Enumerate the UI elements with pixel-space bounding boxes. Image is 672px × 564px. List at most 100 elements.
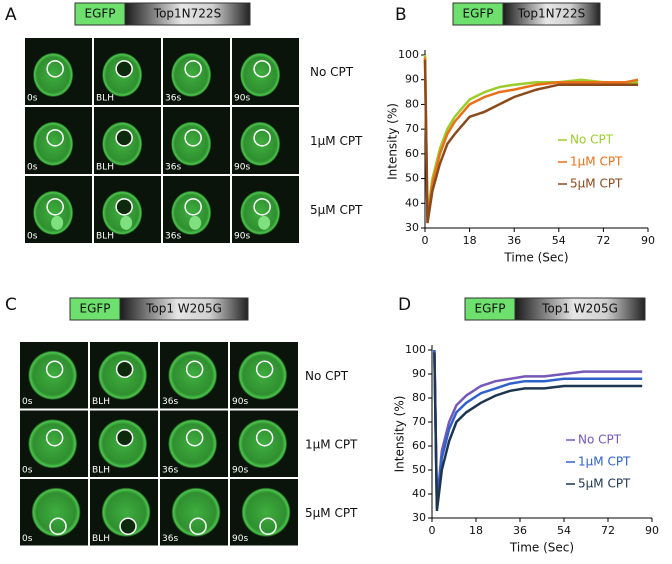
time-label: BLH	[96, 94, 114, 104]
construct-label: Top1 W205G	[541, 302, 618, 316]
bleach-circle	[115, 129, 133, 147]
time-label: BLH	[96, 163, 114, 173]
y-tick-label: 60	[412, 439, 426, 452]
bleach-circle	[185, 429, 204, 447]
nucleus	[171, 121, 212, 166]
time-label: BLH	[92, 534, 110, 544]
x-tick-label: 54	[557, 524, 571, 537]
series-line	[433, 349, 643, 507]
bleach-circle	[189, 517, 207, 535]
x-tick-label: 0	[422, 234, 429, 247]
construct-box	[514, 297, 646, 321]
nucleus	[33, 52, 74, 97]
x-tick-label: 36	[507, 234, 521, 247]
time-label: 0s	[22, 397, 33, 407]
time-label: 90s	[234, 163, 250, 173]
bleach-circle	[45, 360, 64, 378]
series-line	[433, 349, 643, 504]
y-tick-label: 90	[412, 367, 426, 380]
tag-label: EGFP	[462, 7, 493, 21]
bleach-circle	[49, 517, 67, 535]
y-tick-label: 70	[412, 415, 426, 428]
bleach-circle	[255, 429, 274, 447]
y-tick-label: 100	[398, 48, 419, 61]
legend-label: 1μM CPT	[570, 155, 623, 169]
y-tick-label: 60	[405, 147, 419, 160]
bleach-circle	[185, 360, 204, 378]
x-tick-label: 18	[463, 234, 477, 247]
bleach-circle	[115, 429, 134, 447]
row-label: No CPT	[310, 65, 354, 79]
bleach-circle	[46, 129, 64, 147]
construct-box	[119, 297, 249, 321]
row-label: 1μM CPT	[305, 437, 358, 451]
bleach-circle	[45, 429, 64, 447]
tag-label: EGFP	[79, 302, 110, 316]
x-tick-label: 90	[641, 234, 655, 247]
y-axis-label: Intensity (%)	[393, 396, 407, 473]
nucleus	[240, 121, 281, 166]
legend-label: 1μM CPT	[578, 455, 631, 469]
time-label: 36s	[165, 163, 181, 173]
x-tick-label: 36	[513, 524, 527, 537]
time-label: BLH	[96, 232, 114, 242]
y-tick-label: 40	[405, 196, 419, 209]
series-line	[423, 59, 639, 224]
time-label: 90s	[232, 397, 248, 407]
time-label: 90s	[234, 232, 250, 242]
time-label: 90s	[234, 94, 250, 104]
nucleus	[238, 350, 288, 400]
bleach-circle	[253, 60, 271, 78]
panel-letter: D	[398, 295, 411, 315]
time-label: 0s	[27, 163, 38, 173]
legend-label: 5μM CPT	[570, 177, 623, 191]
construct-label: Top1N722S	[153, 7, 221, 21]
bleach-circle	[184, 198, 202, 216]
nucleus	[33, 121, 74, 166]
nucleus	[28, 419, 78, 469]
legend-label: No CPT	[570, 133, 614, 147]
bleach-circle	[255, 360, 274, 378]
y-tick-label: 30	[412, 511, 426, 524]
row-label: 5μM CPT	[305, 506, 358, 520]
nucleus	[171, 487, 221, 537]
nucleus	[33, 190, 74, 235]
y-tick-label: 80	[412, 391, 426, 404]
time-label: 0s	[22, 534, 33, 544]
time-label: BLH	[92, 397, 110, 407]
panel-letter: B	[395, 5, 407, 25]
x-tick-label: 18	[469, 524, 483, 537]
nucleus	[241, 487, 291, 537]
y-tick-label: 90	[405, 73, 419, 86]
y-axis-label: Intensity (%)	[386, 103, 400, 180]
nucleolus	[258, 215, 271, 230]
y-tick-label: 30	[405, 221, 419, 234]
panel-letter: C	[5, 295, 17, 315]
nucleus	[101, 487, 151, 537]
bleach-circle	[259, 517, 277, 535]
nucleus	[171, 52, 212, 97]
time-label: BLH	[92, 466, 110, 476]
nucleus	[240, 190, 281, 235]
nucleus	[240, 52, 281, 97]
y-tick-label: 50	[412, 463, 426, 476]
x-tick-label: 90	[645, 524, 659, 537]
time-label: 36s	[165, 94, 181, 104]
bleach-circle	[115, 198, 133, 216]
bleach-circle	[184, 129, 202, 147]
bleach-circle	[46, 198, 64, 216]
nucleolus	[189, 215, 202, 230]
construct-box	[124, 2, 251, 26]
row-label: 1μM CPT	[310, 134, 363, 148]
nucleus	[238, 419, 288, 469]
y-tick-label: 40	[412, 487, 426, 500]
bleach-circle	[115, 360, 134, 378]
time-label: 36s	[162, 466, 178, 476]
construct-box	[502, 2, 601, 26]
row-label: 5μM CPT	[310, 203, 363, 217]
y-tick-label: 80	[405, 97, 419, 110]
nucleus	[168, 350, 218, 400]
bleach-circle	[115, 60, 133, 78]
x-axis-label: Time (Sec)	[503, 251, 568, 265]
